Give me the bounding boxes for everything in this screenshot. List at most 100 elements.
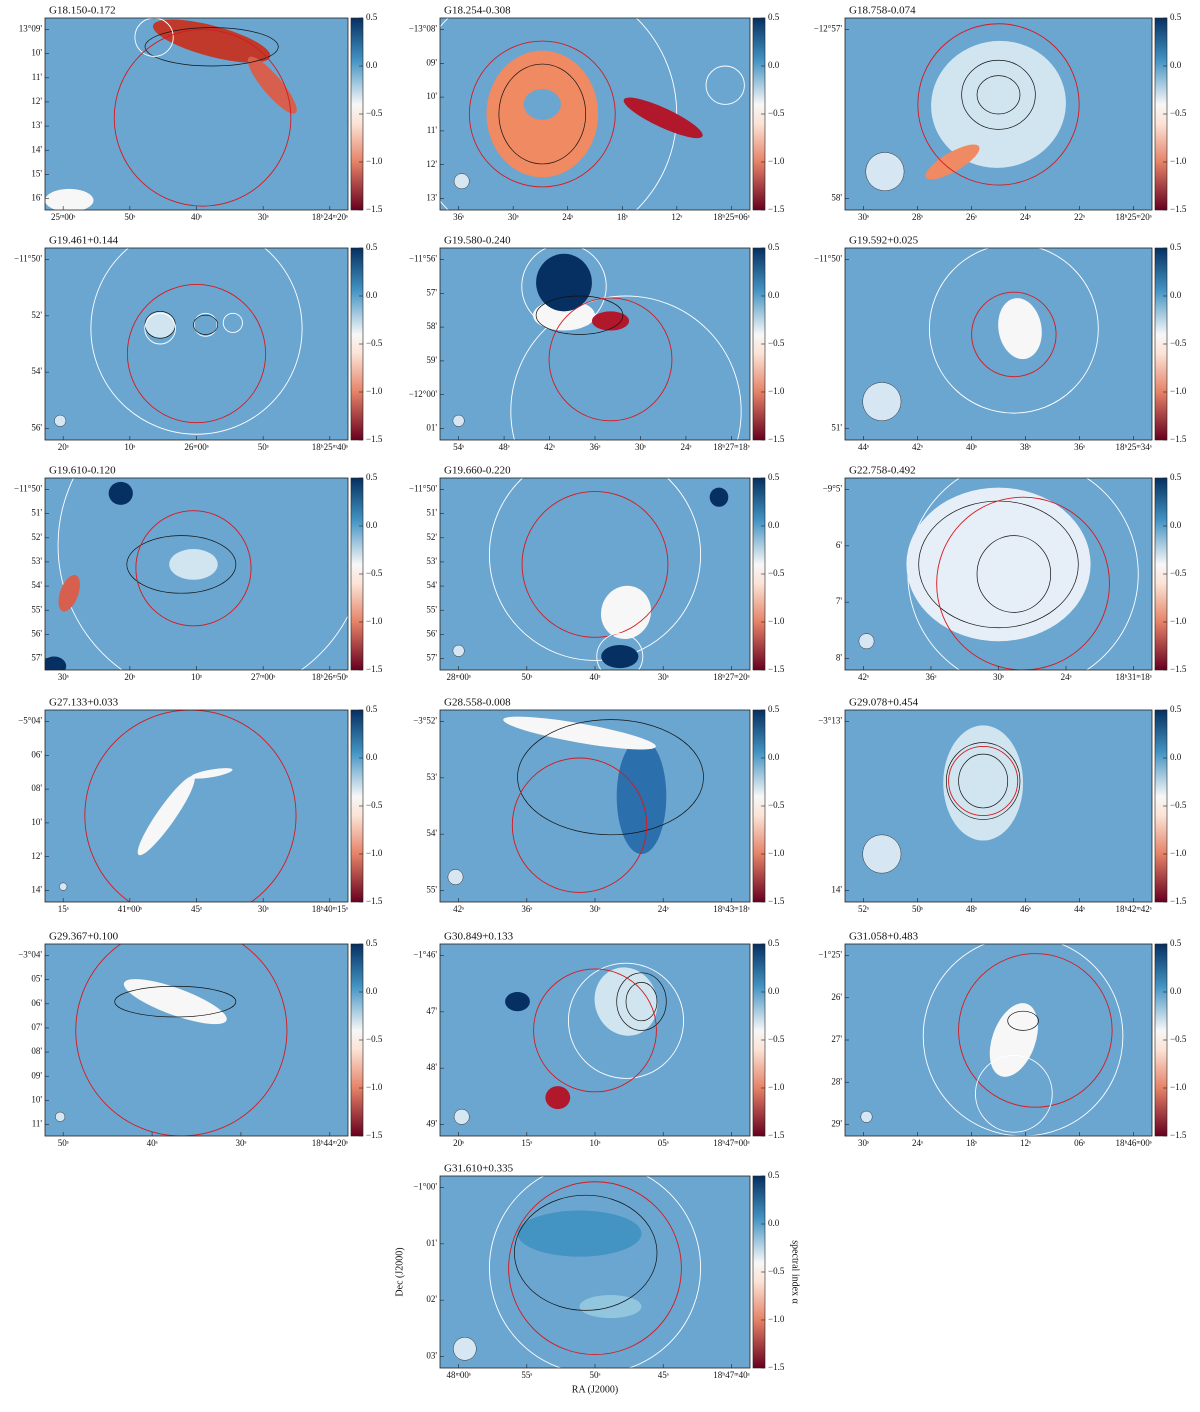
colorbar-tick-label: −0.5 xyxy=(1170,800,1187,810)
colorbar-tick-label: −1.0 xyxy=(768,616,785,626)
colorbar-tick-label: −1.0 xyxy=(1170,848,1187,858)
region-circle xyxy=(508,1181,682,1356)
y-tick-label: 51' xyxy=(426,508,437,518)
y-tick-label: −13°08' xyxy=(409,24,438,34)
y-tick-label: 10' xyxy=(31,817,42,827)
contour xyxy=(616,972,667,1031)
panel-title: G31.610+0.335 xyxy=(444,1163,514,1175)
x-tick-label: 24ˢ xyxy=(562,212,573,222)
contour xyxy=(514,1194,658,1311)
x-tick-label: 12ˢ xyxy=(1020,1138,1031,1148)
colorbar-tick-label: −1.0 xyxy=(366,616,383,626)
y-tick-label: 54' xyxy=(31,580,42,590)
x-tick-label: 18ʰ27ᵐ18ˢ xyxy=(713,442,749,452)
y-tick-label: −3°52' xyxy=(413,716,437,726)
map-background xyxy=(440,248,750,440)
colorbar-tick-label: 0.0 xyxy=(1170,520,1182,530)
y-tick-label: 14' xyxy=(31,885,42,895)
colorbar-tick-label: 0.0 xyxy=(768,1218,780,1228)
map-layer xyxy=(54,248,303,435)
y-tick-label: 56' xyxy=(31,628,42,638)
x-tick-label: 18ʰ47ᵐ40ˢ xyxy=(713,1370,749,1380)
panel: G19.580-0.240 −11°56' 57' 58' 59' −12°00' 01' 5… xyxy=(409,235,785,453)
region-circle xyxy=(84,710,297,902)
y-tick-label: −1°25' xyxy=(818,950,842,960)
emission-region xyxy=(579,1295,642,1319)
colorbar-tick-label: −0.5 xyxy=(768,108,785,118)
y-tick-label: 08' xyxy=(31,783,42,793)
y-tick-label: 26' xyxy=(831,992,842,1002)
colorbar-tick-label: −0.5 xyxy=(768,338,785,348)
y-tick-label: −12°00' xyxy=(409,389,438,399)
contour xyxy=(114,985,237,1018)
x-tick-label: 30ˢ xyxy=(508,212,519,222)
y-tick-label: 06' xyxy=(31,998,42,1008)
x-tick-label: 18ʰ25ᵐ40ˢ xyxy=(312,442,348,452)
y-tick-label: 15' xyxy=(31,168,42,178)
x-tick-label: 28ᵐ00ˢ xyxy=(446,672,470,682)
y-tick-label: −5°04' xyxy=(18,716,42,726)
frame xyxy=(844,17,1153,211)
map-background xyxy=(45,944,348,1136)
y-tick-label: 54' xyxy=(426,580,437,590)
panel: G19.660-0.220 −11°50' 51' 52' 53' 54' 55' 56' 57… xyxy=(409,465,785,683)
emission-region xyxy=(925,144,980,180)
colorbar-tick-label: −1.0 xyxy=(1170,1082,1187,1092)
emission-region xyxy=(523,89,561,120)
frame xyxy=(844,247,1153,441)
x-tick-label: 42ˢ xyxy=(453,904,464,914)
map-background xyxy=(45,710,348,902)
colorbar-label: spectral index α xyxy=(790,1240,801,1304)
panel: G31.058+0.483 −1°25' 26' 27' 28' 29' 30ˢ 24ˢ 18ˢ… xyxy=(818,931,1187,1149)
region-circle xyxy=(917,23,1080,186)
colorbar-tick-label: −1.5 xyxy=(768,1130,785,1140)
x-tick-label: 54ˢ xyxy=(453,442,464,452)
colorbar-tick-label: 0.0 xyxy=(366,520,378,530)
colorbar-tick-label: −1.0 xyxy=(1170,386,1187,396)
beam xyxy=(59,882,68,891)
y-tick-label: 06' xyxy=(31,749,42,759)
x-tick-label: 18ʰ40ᵐ15ˢ xyxy=(312,904,348,914)
x-tick-label: 42ˢ xyxy=(858,672,869,682)
colorbar-tick-label: 0.5 xyxy=(366,242,378,252)
background-circle xyxy=(510,295,742,440)
colorbar-tick-label: −1.5 xyxy=(366,204,383,214)
x-tick-label: 26ˢ xyxy=(966,212,977,222)
colorbar-tick-label: −1.5 xyxy=(768,896,785,906)
emission-region xyxy=(545,1086,571,1110)
emission-region xyxy=(906,487,1091,642)
contour xyxy=(193,314,219,335)
panel-title: G22.758-0.492 xyxy=(849,465,916,477)
emission-region xyxy=(623,97,703,139)
emission-region xyxy=(45,188,94,210)
beam xyxy=(862,382,902,422)
emission-region xyxy=(58,574,81,612)
y-tick-label: 27' xyxy=(831,1034,842,1044)
emission-region xyxy=(517,1210,642,1257)
colorbar-tick-label: −1.0 xyxy=(768,156,785,166)
colorbar-tick-label: 0.5 xyxy=(366,472,378,482)
y-tick-label: 01' xyxy=(426,1238,437,1248)
y-tick-label: 54' xyxy=(426,828,437,838)
y-tick-label: 16' xyxy=(31,193,42,203)
x-tick-label: 15ˢ xyxy=(58,904,69,914)
colorbar-tick-label: 0.5 xyxy=(366,12,378,22)
x-tick-label: 30ˢ xyxy=(858,1138,869,1148)
y-tick-label: 53' xyxy=(31,556,42,566)
x-tick-label: 50ˢ xyxy=(258,442,269,452)
x-tick-label: 48ˢ xyxy=(966,904,977,914)
x-tick-label: 10ˢ xyxy=(124,442,135,452)
panel-title: G30.849+0.133 xyxy=(444,931,514,943)
panel-title: G19.580-0.240 xyxy=(444,235,511,247)
colorbar-tick-label: −0.5 xyxy=(1170,108,1187,118)
background-circle xyxy=(596,633,644,670)
x-tick-label: 24ˢ xyxy=(1061,672,1072,682)
x-tick-label: 40ˢ xyxy=(966,442,977,452)
panel: G31.610+0.335 −1°00' 01' 02' 03' 48ᵐ00ˢ 55ˢ 50ˢ… xyxy=(394,1163,800,1396)
colorbar-tick-label: −1.5 xyxy=(366,896,383,906)
x-tick-label: 18ʰ47ᵐ00ˢ xyxy=(713,1138,749,1148)
contour xyxy=(498,63,587,165)
contour xyxy=(958,753,1009,809)
y-tick-label: 48' xyxy=(426,1062,437,1072)
map-layer xyxy=(858,478,1139,670)
